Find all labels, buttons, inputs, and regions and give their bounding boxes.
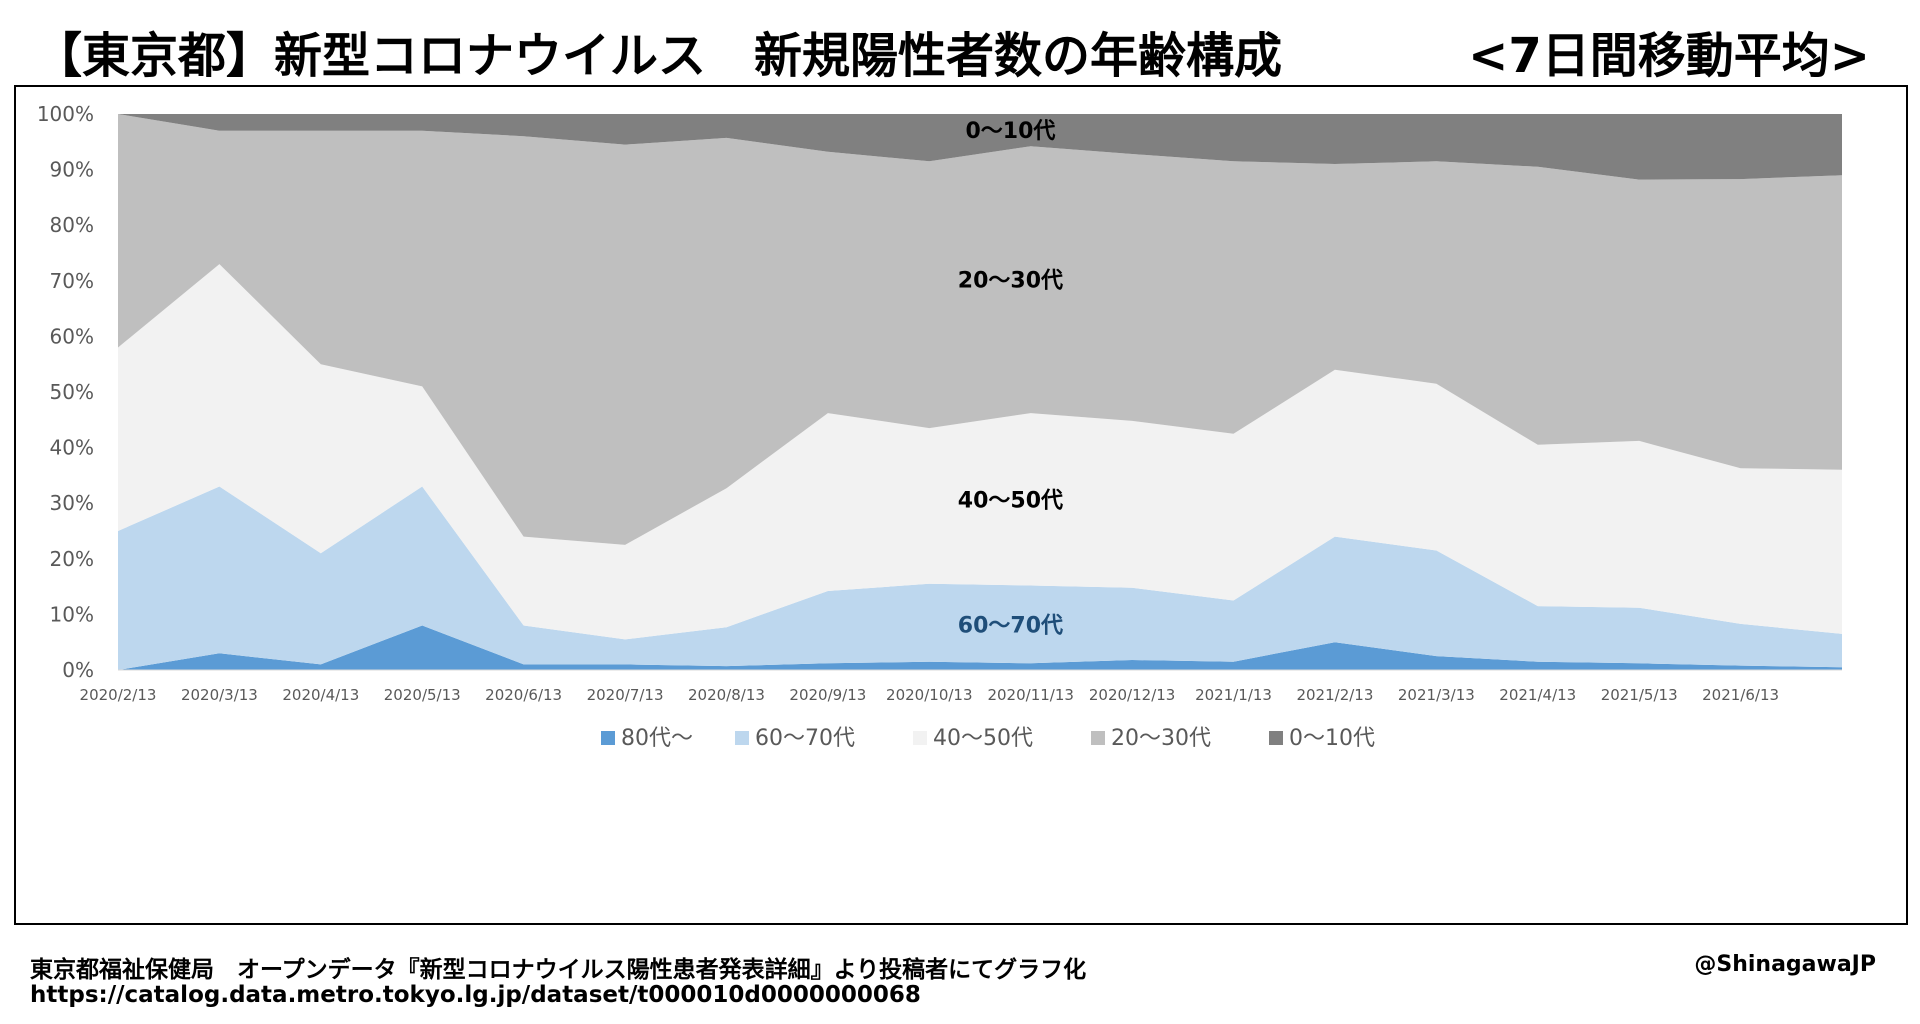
area-3: [118, 264, 1842, 640]
x-tick-label: 2020/5/13: [384, 686, 461, 704]
y-tick-label: 20%: [50, 547, 94, 571]
footer-url[interactable]: https://catalog.data.metro.tokyo.lg.jp/d…: [30, 982, 921, 1008]
y-tick-label: 70%: [50, 269, 94, 293]
legend-label: 80代～: [621, 726, 693, 751]
area-2: [118, 486, 1842, 670]
x-tick-label: 2020/3/13: [181, 686, 258, 704]
legend-label: 40～50代: [933, 726, 1033, 751]
legend-swatch: [1091, 731, 1105, 745]
page-subtitle: <7日間移動平均>: [1468, 28, 1870, 84]
x-tick-label: 2020/8/13: [688, 686, 765, 704]
footer-handle: @ShinagawaJP: [1694, 952, 1876, 977]
x-tick-label: 2020/11/13: [987, 686, 1073, 704]
x-tick-label: 2020/9/13: [789, 686, 866, 704]
x-tick-label: 2020/4/13: [282, 686, 359, 704]
area-annotation: 20～30代: [958, 269, 1063, 294]
area-4: [118, 114, 1842, 545]
y-tick-label: 30%: [50, 491, 94, 515]
legend-swatch: [735, 731, 749, 745]
x-tick-label: 2021/5/13: [1601, 686, 1678, 704]
y-tick-label: 60%: [50, 324, 94, 348]
area-1: [118, 625, 1842, 670]
legend-label: 0～10代: [1289, 726, 1375, 751]
y-tick-label: 100%: [37, 102, 94, 126]
area-annotation: 0～10代: [965, 119, 1055, 144]
y-axis: 0% 10% 20% 30% 40% 50% 60% 70% 80% 90% 100%: [37, 102, 94, 682]
x-tick-label: 2020/10/13: [886, 686, 972, 704]
area-annotation: 60～70代: [958, 613, 1063, 638]
legend-swatch: [601, 731, 615, 745]
y-tick-label: 40%: [50, 436, 94, 460]
chart-frame: 0% 10% 20% 30% 40% 50% 60% 70% 80% 90% 100% 2020/2…: [14, 85, 1908, 925]
y-tick-label: 10%: [50, 602, 94, 626]
stacked-area-chart: 0% 10% 20% 30% 40% 50% 60% 70% 80% 90% 100% 2020/2…: [37, 102, 1842, 751]
y-tick-label: 80%: [50, 213, 94, 237]
y-tick-label: 50%: [50, 380, 94, 404]
y-tick-label: 90%: [50, 158, 94, 182]
x-tick-label: 2021/4/13: [1499, 686, 1576, 704]
legend-label: 20～30代: [1111, 726, 1211, 751]
x-axis: 2020/2/13 2020/3/13 2020/4/13 2020/5/13 2020…: [80, 669, 1842, 704]
x-tick-label: 2021/2/13: [1296, 686, 1373, 704]
legend-swatch: [913, 731, 927, 745]
legend: 80代～ 60～70代 40～50代 20～30代 0～10代: [601, 726, 1375, 751]
x-tick-label: 2021/6/13: [1702, 686, 1779, 704]
area-5: [118, 114, 1842, 180]
x-tick-label: 2021/3/13: [1398, 686, 1475, 704]
x-tick-label: 2020/7/13: [587, 686, 664, 704]
legend-swatch: [1269, 731, 1283, 745]
x-tick-label: 2020/2/13: [80, 686, 157, 704]
x-tick-label: 2020/6/13: [485, 686, 562, 704]
footer-source: 東京都福祉保健局 オープンデータ『新型コロナウイルス陽性患者発表詳細』より投稿者…: [30, 957, 1087, 983]
legend-label: 60～70代: [755, 726, 855, 751]
area-layers: [118, 114, 1842, 670]
area-annotation: 40～50代: [958, 488, 1063, 513]
area-annotations: 0～10代 20～30代 40～50代 60～70代: [958, 119, 1063, 638]
x-tick-label: 2020/12/13: [1089, 686, 1175, 704]
y-tick-label: 0%: [62, 658, 94, 682]
x-tick-label: 2021/1/13: [1195, 686, 1272, 704]
page-title: 【東京都】新型コロナウイルス 新規陽性者数の年齢構成: [34, 28, 1283, 84]
